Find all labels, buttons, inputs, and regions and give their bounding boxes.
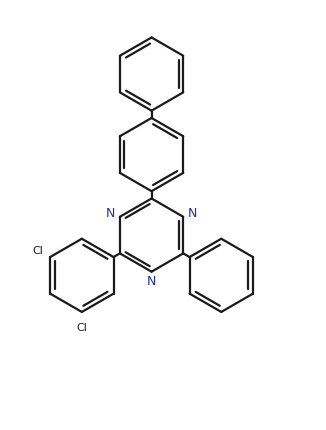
Text: Cl: Cl bbox=[32, 245, 43, 255]
Text: Cl: Cl bbox=[76, 322, 87, 332]
Text: N: N bbox=[147, 275, 156, 288]
Text: N: N bbox=[188, 206, 198, 219]
Text: N: N bbox=[106, 206, 115, 219]
